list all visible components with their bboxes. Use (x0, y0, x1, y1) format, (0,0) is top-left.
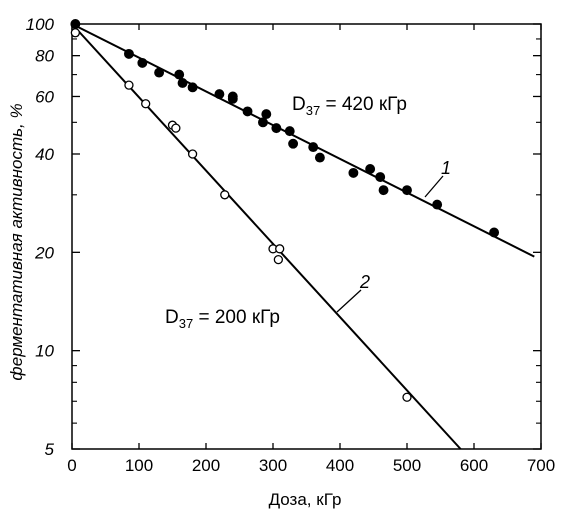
series-2-id: 2 (359, 272, 370, 292)
series-1-point (154, 67, 165, 78)
y-axis-title: ферментативная активность, % (7, 103, 26, 380)
series-1-point (227, 91, 238, 102)
y-tick-label: 80 (35, 47, 54, 66)
fit-lines (71, 23, 535, 450)
y-tick-label: 100 (26, 15, 55, 34)
labels: Доза, кГр ферментативная активность, % D… (7, 94, 451, 509)
series-2-point (187, 149, 198, 159)
series-2-point (70, 28, 80, 38)
series-1-point (258, 117, 268, 128)
x-tick-label: 400 (326, 456, 354, 475)
x-tick-label: 0 (67, 456, 76, 475)
plot-frame (71, 23, 542, 450)
series-1-point (489, 227, 500, 238)
series-1-point (187, 82, 198, 93)
y-tick-label: 10 (35, 342, 54, 361)
series-1-point (137, 57, 148, 68)
x-tick-label: 700 (527, 456, 555, 475)
axes-frame (71, 23, 542, 450)
series-1-point (214, 89, 225, 100)
series-1-point (365, 163, 376, 174)
series-2-leader (336, 289, 362, 313)
series-2-annotation-d: D (165, 307, 179, 328)
x-axis-title: Доза, кГр (269, 490, 342, 509)
series-1-annotation: D37 = 420 кГр (292, 94, 407, 118)
series-2-annotation-rest: = 200 кГр (193, 307, 280, 328)
series-2-point (273, 254, 284, 265)
series-1-point (261, 109, 272, 120)
series-1-point (174, 69, 185, 80)
series-1-point (314, 152, 325, 163)
tick-layer: 0 100 200 300 400 500 600 700 5 10 20 40 60 80 100 (26, 15, 556, 475)
series-1-point (375, 172, 386, 182)
series-1-point (348, 167, 359, 178)
series-1-annotation-sub: 37 (306, 103, 320, 118)
series-1-point (378, 185, 389, 196)
series-1-point (271, 123, 282, 134)
series-1-annotation-rest: = 420 кГр (320, 94, 407, 115)
series-1-point (177, 77, 188, 88)
series-1-point (284, 126, 295, 137)
series-1-point (242, 106, 253, 117)
series-2-fit-line (71, 23, 462, 450)
series-1-point (123, 48, 134, 59)
series-1-point (288, 138, 299, 149)
data-points (70, 19, 500, 402)
series-1-point (70, 19, 81, 29)
x-tick-label: 200 (192, 456, 220, 475)
series-1-point (308, 142, 319, 153)
series-2-point (124, 80, 134, 90)
y-tick-label: 60 (35, 87, 54, 106)
series-1-point (402, 185, 412, 196)
series-2-point (275, 244, 285, 254)
series-2-point (220, 190, 230, 200)
y-tick-label: 5 (45, 440, 55, 459)
x-tick-label: 100 (125, 456, 153, 475)
x-tick-label: 500 (393, 456, 421, 475)
y-tick-label: 40 (35, 145, 54, 164)
series-2-annotation-sub: 37 (179, 316, 193, 331)
y-tick-label: 20 (34, 243, 54, 262)
series-1-point (432, 199, 443, 210)
x-tick-label: 600 (460, 456, 488, 475)
series-1-id: 1 (441, 158, 451, 178)
series-1-leader (424, 175, 444, 198)
series-1-annotation-d: D (292, 94, 306, 115)
series-2-point (141, 99, 151, 109)
series-2-annotation: D37 = 200 кГр (165, 307, 280, 331)
series-1-fit-line (71, 23, 535, 258)
series-2-point (402, 392, 412, 402)
series-2-point (171, 123, 181, 133)
x-tick-label: 300 (259, 456, 287, 475)
